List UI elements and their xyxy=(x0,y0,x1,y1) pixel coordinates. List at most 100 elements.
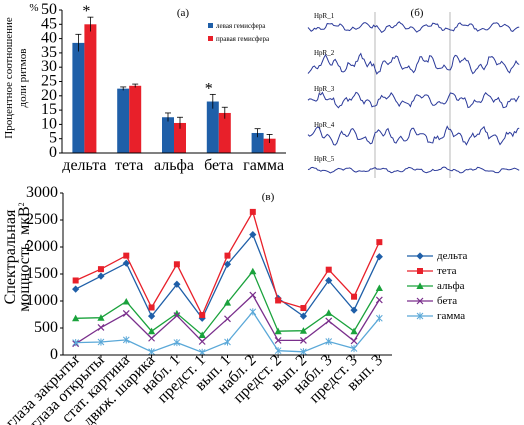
data-point xyxy=(72,314,80,322)
x-tick-label: тета xyxy=(115,157,143,174)
data-point xyxy=(325,317,333,325)
data-point xyxy=(122,259,130,267)
data-point xyxy=(122,309,130,317)
x-tick-label: бета xyxy=(204,157,233,174)
bar xyxy=(218,112,231,153)
channel-label: HpR_5 xyxy=(314,155,335,163)
channel-label: HpR_4 xyxy=(314,121,335,129)
y-tick-label: 25 xyxy=(41,73,57,90)
y-axis: 0 500 1000 1500 2000 2500 3000 xyxy=(26,184,64,363)
bar xyxy=(84,24,97,153)
bar xyxy=(162,117,174,153)
data-point xyxy=(249,208,256,215)
y-axis-label: Процентное соотношение доли ритмов xyxy=(3,17,29,139)
bar-chart-panel-a: (а) % Процентное соотношение доли ритмов … xyxy=(3,1,286,174)
data-point xyxy=(173,312,181,320)
legend-swatch xyxy=(208,36,213,41)
data-point xyxy=(249,308,257,316)
panel-a-label: (а) xyxy=(177,7,190,19)
panel-b-label: (б) xyxy=(411,7,424,19)
channel-label: HpR_1 xyxy=(314,12,335,20)
data-point xyxy=(72,277,79,284)
y-tick-label: 35 xyxy=(41,44,57,61)
data-point xyxy=(198,338,206,345)
data-point xyxy=(97,272,105,280)
data-point xyxy=(148,334,156,342)
x-axis: дельта тета альфа бета гамма xyxy=(62,152,286,174)
data-point xyxy=(274,336,282,344)
data-point xyxy=(249,267,257,275)
data-point xyxy=(223,260,232,268)
data-point xyxy=(148,348,155,356)
y-axis-label: Спектральнаямощность, мкВ2 xyxy=(2,202,33,311)
line-chart-panel-v: (в) Спектральнаямощность, мкВ2 0 500 1000 1… xyxy=(2,184,468,425)
legend: дельта тета альфа бета гамма xyxy=(407,250,468,322)
channel-label: HpR_3 xyxy=(314,85,335,93)
data-point xyxy=(416,252,424,260)
data-point xyxy=(376,239,383,246)
legend-label: тета xyxy=(437,265,457,277)
data-point xyxy=(350,337,358,345)
data-point xyxy=(147,312,156,320)
y-tick-label: 20 xyxy=(41,87,57,104)
x-tick-label: альфа xyxy=(154,157,194,174)
data-point xyxy=(325,337,333,346)
data-point xyxy=(299,327,308,334)
y-tick-label: 15 xyxy=(41,101,57,118)
data-point xyxy=(375,314,383,322)
data-point xyxy=(416,282,424,289)
y-tick-label: 30 xyxy=(41,58,57,75)
y-tick-label: 1500 xyxy=(26,265,58,282)
series-line xyxy=(75,233,380,320)
data-point xyxy=(97,338,105,346)
significance-marker: * xyxy=(205,80,213,97)
data-point xyxy=(198,314,206,322)
data-point xyxy=(416,312,424,320)
data-point xyxy=(300,348,307,356)
data-point xyxy=(173,280,181,288)
bar xyxy=(251,132,264,153)
y-tick-label: 3000 xyxy=(26,184,58,201)
data-point xyxy=(275,297,282,304)
series-дельта xyxy=(72,230,383,322)
data-point xyxy=(173,261,180,268)
series-тета xyxy=(72,208,383,319)
bar xyxy=(129,85,142,153)
y-tick-label: 40 xyxy=(41,30,57,47)
data-point xyxy=(350,327,358,335)
y-tick-label: 45 xyxy=(41,15,57,32)
data-point xyxy=(299,336,307,344)
series-гамма xyxy=(72,308,383,356)
eeg-trace xyxy=(307,52,520,75)
bar xyxy=(206,101,219,153)
data-point xyxy=(350,344,358,353)
significance-marker: * xyxy=(82,3,90,20)
data-point xyxy=(147,327,156,335)
x-tick-label: гамма xyxy=(243,157,284,174)
data-point xyxy=(198,331,206,339)
data-point xyxy=(199,312,206,319)
data-point xyxy=(72,338,80,347)
bar xyxy=(174,122,186,153)
data-point xyxy=(416,297,424,305)
data-point xyxy=(223,299,232,306)
data-point xyxy=(224,338,231,346)
y-tick-label: 0 xyxy=(50,346,58,363)
data-point xyxy=(173,309,181,317)
data-point xyxy=(224,252,231,259)
data-point xyxy=(325,309,333,316)
legend: левая гемисфера правая гемисфера xyxy=(208,22,270,43)
data-point xyxy=(249,230,257,239)
data-point xyxy=(249,291,257,299)
data-point xyxy=(148,304,155,311)
data-point xyxy=(97,314,105,321)
data-point xyxy=(123,252,130,259)
data-point xyxy=(350,306,358,314)
series-альфа xyxy=(72,267,383,339)
bars: ** xyxy=(72,3,276,153)
data-point xyxy=(97,266,104,273)
y-tick-label: 50 xyxy=(41,1,57,18)
data-point xyxy=(325,266,332,273)
